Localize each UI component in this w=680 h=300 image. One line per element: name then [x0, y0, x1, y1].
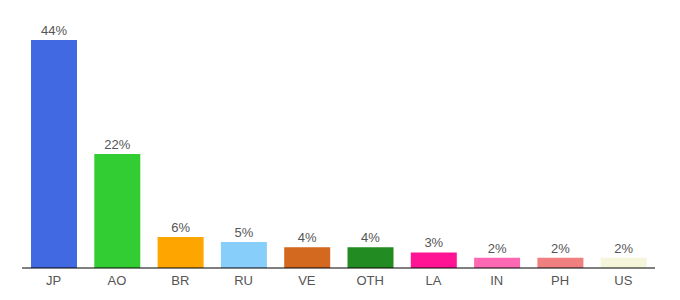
svg-text:US: US — [614, 273, 632, 288]
svg-text:4%: 4% — [298, 230, 317, 245]
svg-text:RU: RU — [234, 273, 253, 288]
svg-text:3%: 3% — [424, 235, 443, 250]
svg-text:IN: IN — [490, 273, 503, 288]
svg-text:44%: 44% — [41, 23, 67, 38]
svg-text:2%: 2% — [488, 241, 507, 256]
svg-text:VE: VE — [298, 273, 316, 288]
svg-text:BR: BR — [171, 273, 189, 288]
svg-text:2%: 2% — [551, 241, 570, 256]
svg-text:4%: 4% — [361, 230, 380, 245]
svg-text:5%: 5% — [235, 225, 254, 240]
svg-text:PH: PH — [551, 273, 569, 288]
svg-text:LA: LA — [425, 273, 441, 288]
svg-text:2%: 2% — [614, 241, 633, 256]
svg-text:6%: 6% — [171, 220, 190, 235]
svg-text:22%: 22% — [104, 137, 130, 152]
svg-text:AO: AO — [108, 273, 127, 288]
svg-text:JP: JP — [46, 273, 61, 288]
svg-text:OTH: OTH — [356, 273, 383, 288]
